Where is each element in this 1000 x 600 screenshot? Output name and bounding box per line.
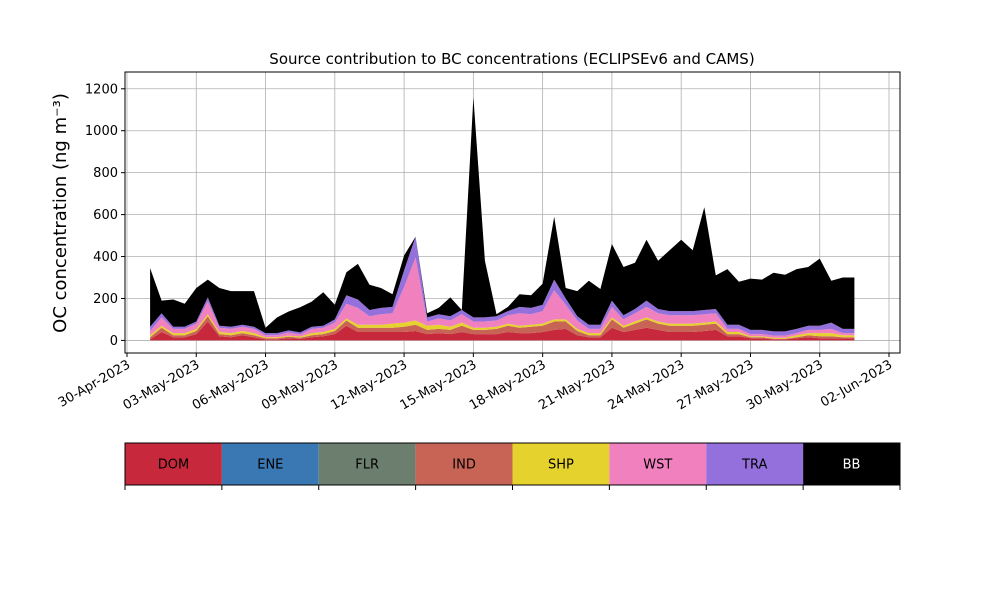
legend-swatch-wst — [609, 443, 707, 485]
area-bb — [150, 97, 855, 334]
area-wst — [150, 257, 855, 338]
legend-swatch-flr — [318, 443, 416, 485]
legend-label-tra: TRA — [741, 458, 767, 473]
y-tick-label: 1000 — [85, 124, 118, 139]
legend-label-ind: IND — [452, 458, 476, 473]
legend-swatch-dom — [125, 443, 222, 485]
legend-swatch-tra — [706, 443, 804, 485]
y-tick-label: 0 — [110, 334, 118, 349]
area-tra — [150, 236, 855, 336]
legend-label-wst: WST — [643, 458, 672, 473]
legend-label-dom: DOM — [158, 458, 189, 473]
area-ind — [150, 316, 855, 340]
y-tick-label: 200 — [93, 292, 118, 307]
chart-title: Source contribution to BC concentrations… — [269, 50, 754, 68]
legend-label-shp: SHP — [548, 458, 574, 473]
legend-swatch-bb — [803, 443, 900, 485]
area-shp — [150, 314, 855, 339]
y-tick-label: 800 — [93, 166, 118, 181]
y-tick-label: 1200 — [85, 82, 118, 97]
legend-label-ene: ENE — [257, 458, 283, 473]
legend-swatch-ene — [221, 443, 319, 485]
y-tick-label: 600 — [93, 208, 118, 223]
legend-swatch-ind — [415, 443, 513, 485]
legend-swatch-shp — [512, 443, 610, 485]
legend-label-bb: BB — [843, 458, 861, 473]
y-tick-label: 400 — [93, 250, 118, 265]
plot-frame — [124, 71, 901, 354]
area-dom — [150, 321, 855, 341]
legend-label-flr: FLR — [355, 458, 379, 473]
legend: DOM ENE FLR IND SHP WST TRA BB — [124, 442, 901, 490]
y-axis-label: OC concentration (ng m⁻³) — [50, 93, 71, 333]
